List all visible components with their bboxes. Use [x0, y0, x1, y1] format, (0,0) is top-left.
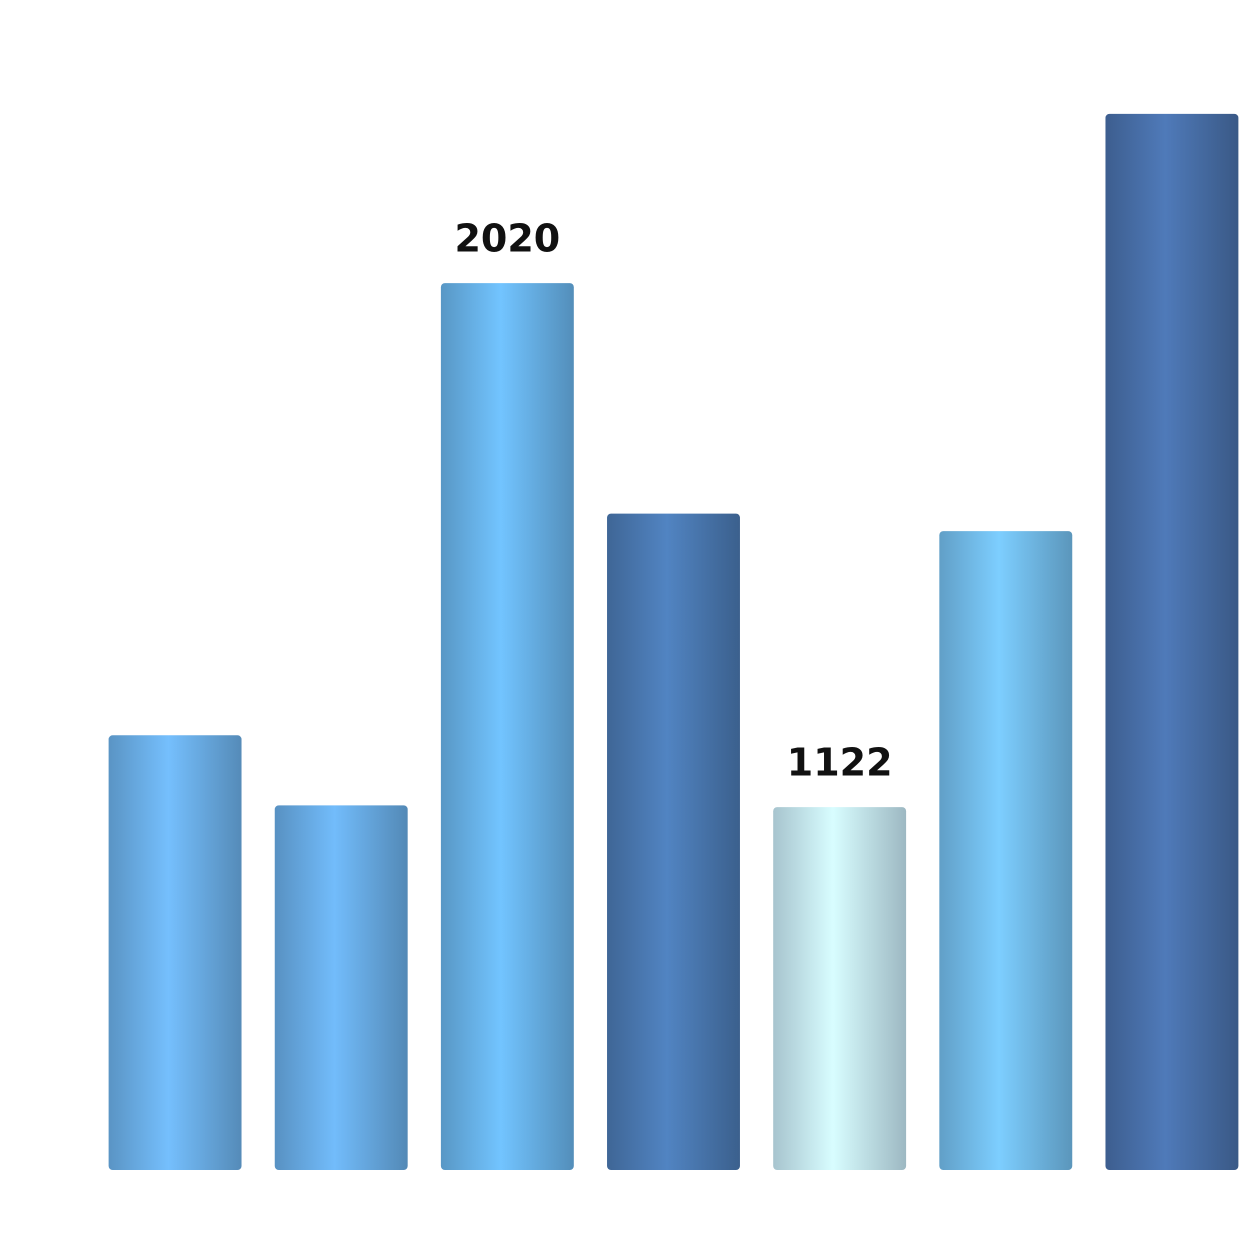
- bar: [108, 735, 242, 1170]
- bar: [1105, 113, 1239, 1171]
- bar: [274, 805, 408, 1170]
- bar: [773, 807, 907, 1170]
- data-label: 1122: [787, 741, 893, 785]
- data-label: 2020: [454, 217, 560, 261]
- bar: [939, 531, 1073, 1170]
- bar: [440, 283, 574, 1171]
- bar: [607, 513, 740, 1170]
